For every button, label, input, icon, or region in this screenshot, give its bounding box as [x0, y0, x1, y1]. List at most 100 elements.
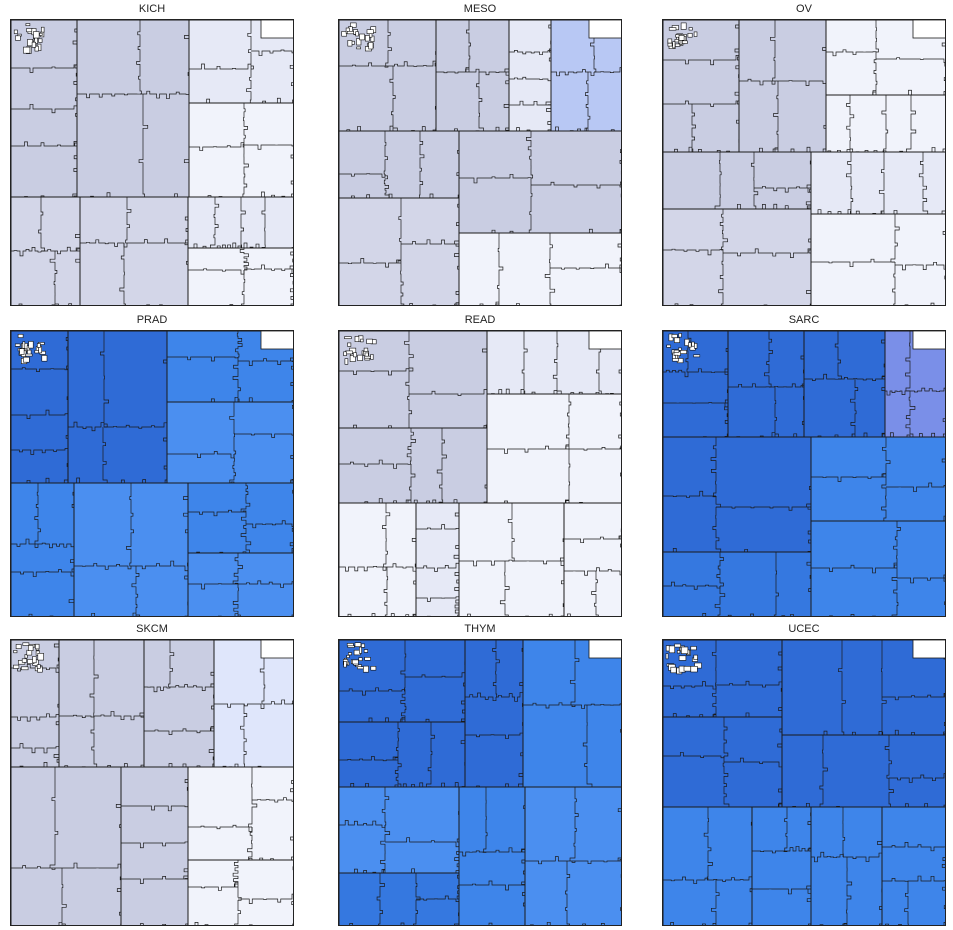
tiny-cell — [19, 348, 25, 355]
tiny-cell — [344, 336, 352, 339]
treemap — [338, 19, 622, 306]
treemap-boundary — [339, 131, 388, 178]
treemap-cell — [751, 806, 812, 925]
panel-title: SKCM — [136, 623, 168, 635]
treemap-boundary — [670, 880, 720, 925]
treemap-boundary — [487, 394, 572, 454]
tiny-cell — [348, 652, 352, 656]
empty-cell — [260, 640, 293, 659]
treemap-cell — [663, 436, 812, 553]
treemap-cell — [339, 20, 437, 132]
treemap-boundary — [238, 357, 293, 366]
tiny-cell — [687, 33, 693, 38]
treemap-boundary — [530, 861, 571, 925]
empty-cell — [912, 20, 945, 39]
treemap-boundary — [339, 787, 390, 828]
treemap-boundary — [942, 886, 945, 925]
tiny-cell — [693, 31, 698, 37]
treemap — [10, 330, 294, 617]
empty-cell — [260, 20, 293, 39]
treemap-boundary — [516, 233, 556, 305]
treemap-cell — [458, 232, 621, 305]
treemap-block-outline — [187, 859, 293, 925]
treemap-svg — [339, 20, 621, 305]
treemap-boundary — [167, 331, 243, 362]
empty-cell — [260, 331, 293, 350]
tiny-cell — [21, 658, 27, 663]
treemap-svg — [11, 640, 293, 925]
tiny-cell — [666, 344, 671, 348]
empty-cell — [588, 640, 621, 659]
tiny-cell — [677, 650, 681, 654]
tiny-cell — [668, 645, 675, 654]
treemap-cell — [781, 734, 945, 808]
treemap-boundary — [702, 586, 726, 616]
panel-skcm: SKCM — [2, 622, 302, 930]
treemap-cell — [810, 151, 945, 215]
tiny-cell — [688, 342, 692, 348]
treemap-cell — [339, 427, 488, 504]
tiny-cell — [41, 355, 48, 362]
treemap-boundary — [479, 233, 504, 305]
panel-kich: KICH — [2, 2, 302, 310]
treemap-boundary — [882, 841, 945, 852]
tiny-cell — [352, 659, 359, 665]
treemap-svg — [663, 640, 945, 925]
treemap-boundary — [229, 270, 246, 305]
tiny-cell — [370, 354, 374, 360]
treemap-boundary — [876, 42, 945, 63]
treemap-boundary — [594, 67, 621, 73]
tiny-cell — [15, 343, 21, 347]
treemap-boundary — [826, 20, 879, 57]
treemap-cell — [339, 197, 460, 305]
tiny-cell — [693, 343, 698, 349]
tiny-cell — [359, 33, 365, 41]
tiny-cell — [680, 646, 689, 654]
treemap-boundary — [811, 214, 900, 268]
dense-cluster — [13, 23, 45, 54]
dense-cluster — [15, 333, 48, 364]
treemap-boundary — [811, 521, 901, 574]
tiny-cell — [17, 333, 24, 338]
treemap-boundary — [339, 722, 400, 762]
tiny-cell — [355, 664, 362, 668]
tiny-cell — [688, 27, 693, 31]
treemap-boundary — [11, 197, 45, 257]
tiny-cell — [667, 42, 673, 47]
tiny-cell — [672, 358, 679, 362]
treemap-svg — [663, 331, 945, 616]
panel-title: KICH — [138, 3, 166, 15]
tiny-cell — [40, 26, 45, 33]
treemap-boundary — [619, 304, 621, 305]
treemap-cell — [11, 196, 81, 305]
treemap-cell — [339, 872, 460, 925]
treemap-cell — [663, 208, 812, 305]
treemap-boundary — [467, 561, 510, 616]
tiny-cell — [344, 358, 349, 365]
tiny-cell — [361, 643, 365, 648]
treemap-boundary — [188, 553, 243, 590]
treemap-block-outline — [458, 232, 621, 305]
treemap-boundary — [74, 483, 134, 570]
tiny-cell — [353, 352, 357, 358]
tiny-cell — [13, 650, 18, 654]
treemap-cell — [738, 20, 827, 153]
treemap-boundary — [889, 773, 945, 783]
treemap-cell — [58, 640, 145, 768]
treemap-boundary — [459, 503, 515, 567]
treemap-boundary — [752, 807, 788, 854]
panel-ucec: UCEC — [654, 622, 953, 930]
dense-cluster — [665, 643, 702, 675]
tiny-cell — [28, 341, 34, 349]
treemap-block-outline — [187, 247, 293, 305]
tiny-cell — [665, 653, 669, 660]
tiny-cell — [675, 43, 681, 47]
tiny-cell — [681, 40, 688, 44]
tiny-cell — [693, 354, 701, 358]
treemap-boundary — [18, 251, 59, 305]
treemap-cell — [522, 640, 621, 788]
treemap-cell — [143, 640, 215, 768]
tiny-cell — [23, 46, 31, 54]
treemap-boundary — [811, 807, 846, 863]
treemap-cell — [339, 130, 460, 199]
